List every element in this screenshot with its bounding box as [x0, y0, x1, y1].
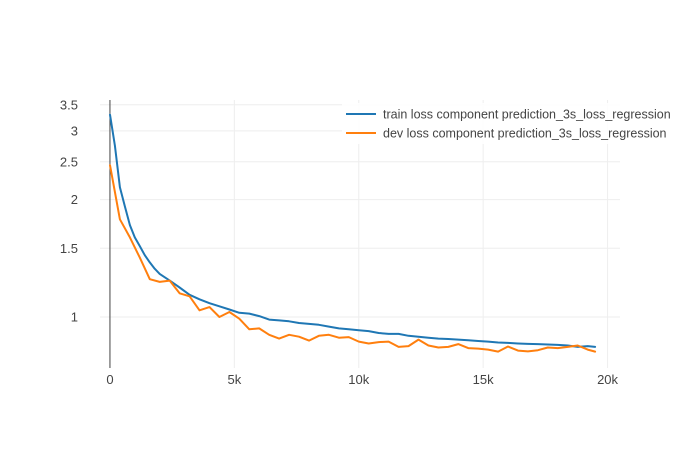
- x-tick-label: 15k: [473, 372, 494, 387]
- y-tick-label: 3: [71, 123, 78, 138]
- legend-label: train loss component prediction_3s_loss_…: [383, 108, 671, 122]
- series-line-train: [109, 113, 597, 348]
- series-line-dev: [109, 164, 597, 353]
- legend-background: [342, 103, 698, 144]
- legend-item-train[interactable]: train loss component prediction_3s_loss_…: [346, 108, 671, 122]
- series-layer: [109, 113, 597, 353]
- x-tick-label: 20k: [597, 372, 618, 387]
- legend[interactable]: train loss component prediction_3s_loss_…: [342, 103, 698, 144]
- y-tick-label: 3.5: [60, 97, 78, 112]
- legend-item-dev[interactable]: dev loss component prediction_3s_loss_re…: [346, 127, 667, 141]
- x-tick-label: 10k: [348, 372, 369, 387]
- x-tick-label: 5k: [227, 372, 241, 387]
- y-tick-label: 2.5: [60, 154, 78, 169]
- y-tick-label: 2: [71, 192, 78, 207]
- y-tick-label: 1: [71, 309, 78, 324]
- x-tick-label: 0: [106, 372, 113, 387]
- tick-layer: 0 5k 10k 15k 20k 1 1.5 2 2.5 3 3.5: [60, 97, 619, 387]
- legend-label: dev loss component prediction_3s_loss_re…: [383, 127, 667, 141]
- y-tick-label: 1.5: [60, 241, 78, 256]
